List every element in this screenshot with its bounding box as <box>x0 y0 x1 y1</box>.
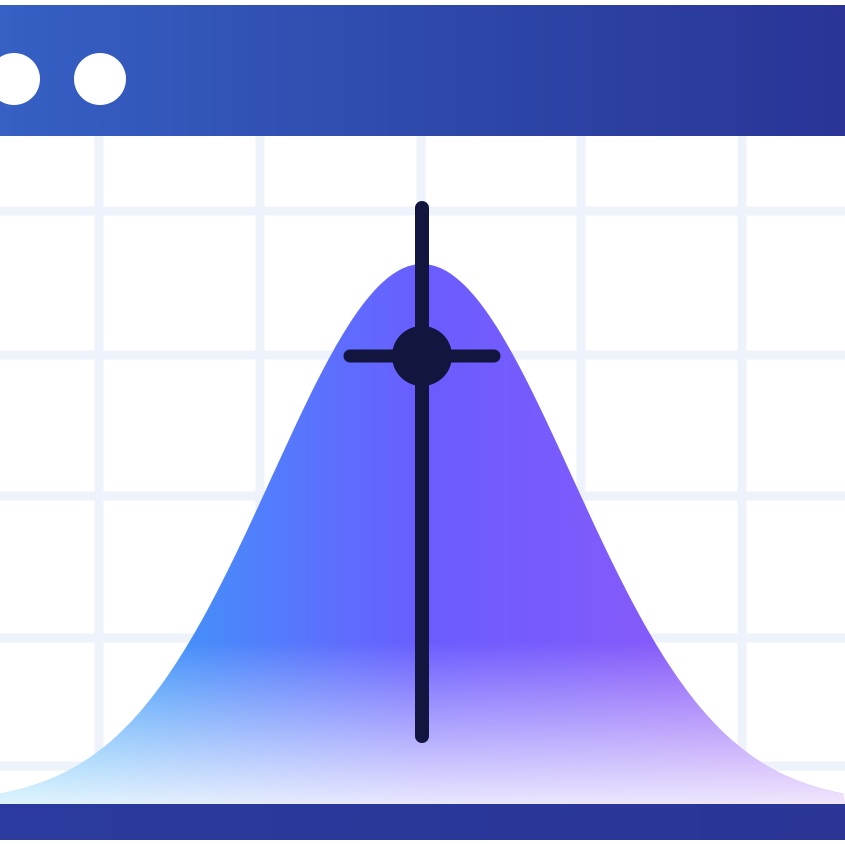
peak-marker[interactable] <box>343 201 501 743</box>
chart-area <box>0 136 845 804</box>
peak-marker-dot <box>392 326 452 386</box>
bell-curve-chart <box>0 136 845 804</box>
window-bottom-bar <box>0 804 845 840</box>
window-titlebar <box>0 5 845 136</box>
window-control-dot[interactable] <box>0 53 40 105</box>
window-control-dot[interactable] <box>74 53 126 105</box>
